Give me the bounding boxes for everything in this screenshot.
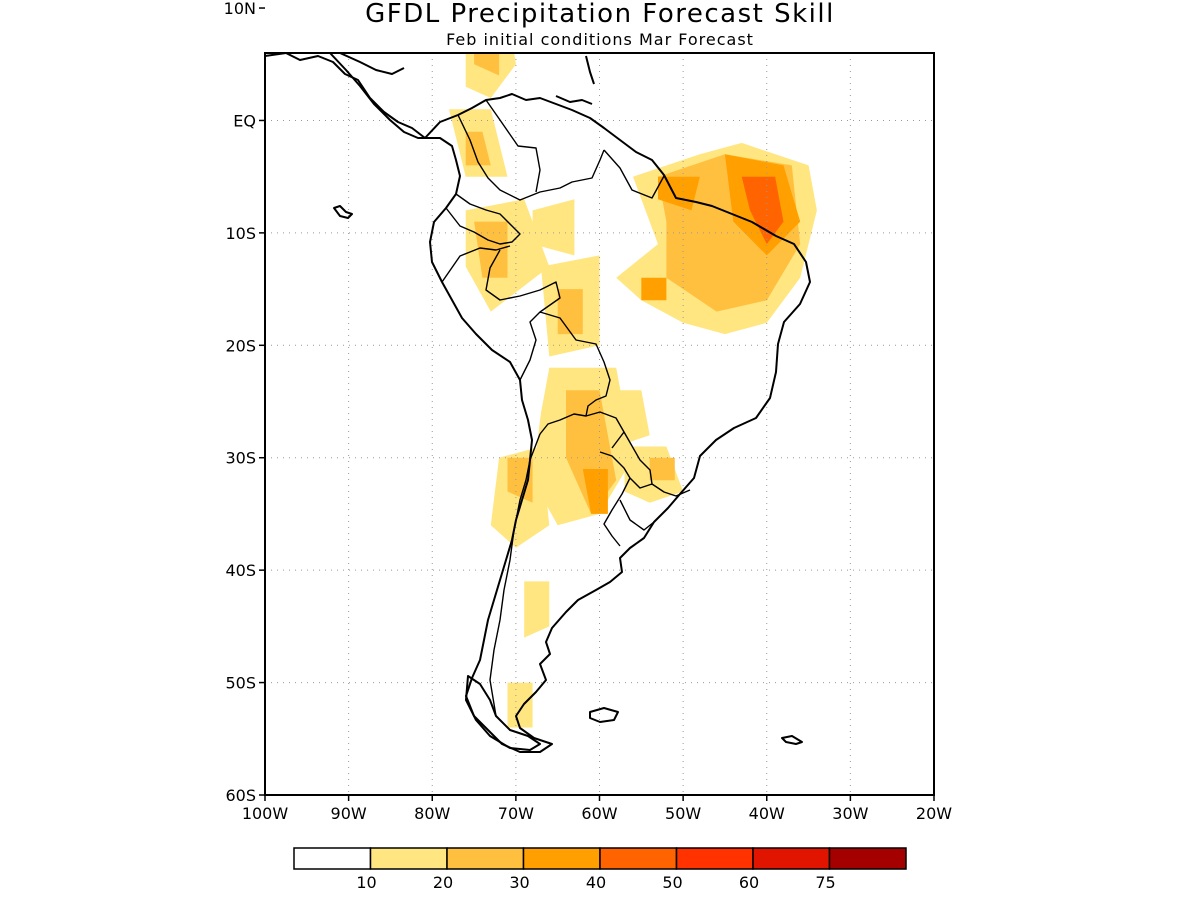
skill-region-24 (641, 277, 667, 301)
map-subtitle: Feb initial conditions Mar Forecast (446, 30, 754, 49)
south-georgia (781, 735, 803, 745)
falkland-islands (589, 707, 619, 723)
lon-tick-label-4: 60W (581, 804, 617, 823)
lon-tick-label-2: 80W (414, 804, 450, 823)
skill-region-9 (557, 289, 583, 335)
colorbar-swatch-5 (675, 847, 754, 870)
central-america-coastline (265, 53, 425, 139)
colorbar (293, 847, 907, 870)
skill-region-18 (524, 581, 550, 638)
lon-tick-label-3: 70W (498, 804, 534, 823)
lon-tick-label-8: 20W (916, 804, 952, 823)
lat-tick-label-5: 40S (225, 561, 256, 580)
skill-region-7 (532, 199, 575, 256)
lon-tick-label-5: 50W (665, 804, 701, 823)
colorbar-swatch-6 (752, 847, 831, 870)
tierra-del-fuego (465, 675, 541, 751)
graticule (265, 53, 934, 795)
colorbar-swatch-1 (369, 847, 448, 870)
skill-region-15 (607, 390, 650, 447)
colorbar-swatch-2 (446, 847, 525, 870)
skill-region-1 (474, 53, 500, 76)
colorbar-label-2: 30 (509, 873, 529, 892)
galapagos-islands (333, 205, 353, 219)
skill-region-19 (507, 682, 533, 728)
lat-tick-label-7: 60S (225, 786, 256, 805)
colorbar-labels: 10 20 30 40 50 60 75 (356, 873, 835, 892)
skill-region-14 (507, 457, 533, 503)
colorbar-swatch-7 (828, 847, 907, 870)
lon-tick-label-6: 40W (749, 804, 785, 823)
colorbar-swatch-0 (293, 847, 372, 870)
colorbar-swatch-3 (522, 847, 601, 870)
skill-region-4 (465, 131, 491, 166)
lon-tick-label-0: 100W (242, 804, 289, 823)
lat-tick-label-4: 30S (225, 449, 256, 468)
colorbar-label-5: 60 (739, 873, 759, 892)
colorbar-label-0: 10 (356, 873, 376, 892)
colorbar-label-6: 75 (815, 873, 835, 892)
country-borders (441, 99, 691, 717)
colorbar-label-4: 50 (662, 873, 682, 892)
south-america-coastline (285, 53, 811, 753)
lon-tick-label-7: 30W (832, 804, 868, 823)
lat-tick-label-3: 20S (225, 336, 256, 355)
skill-region-17 (649, 457, 675, 481)
lat-tick-label-6: 50S (225, 674, 256, 693)
lat-tick-label-1: EQ (233, 111, 256, 130)
colorbar-label-3: 40 (586, 873, 606, 892)
lon-tick-label-1: 90W (331, 804, 367, 823)
skill-region-25 (741, 176, 784, 245)
colorbar-label-1: 20 (433, 873, 453, 892)
map-title: GFDL Precipitation Forecast Skill (365, 0, 835, 29)
longitude-tick-labels: 100W 90W 80W 70W 60W 50W 40W 30W 20W (242, 795, 952, 823)
skill-shading-layer (449, 53, 817, 728)
colorbar-swatch-4 (599, 847, 678, 870)
lat-tick-label-0: 10N (224, 0, 256, 18)
latitude-tick-labels: 10N EQ 10S 20S 30S 40S 50S 60S (224, 0, 265, 805)
lat-tick-label-2: 10S (225, 224, 256, 243)
skill-region-12 (582, 469, 608, 514)
caribbean-coast (555, 55, 595, 105)
